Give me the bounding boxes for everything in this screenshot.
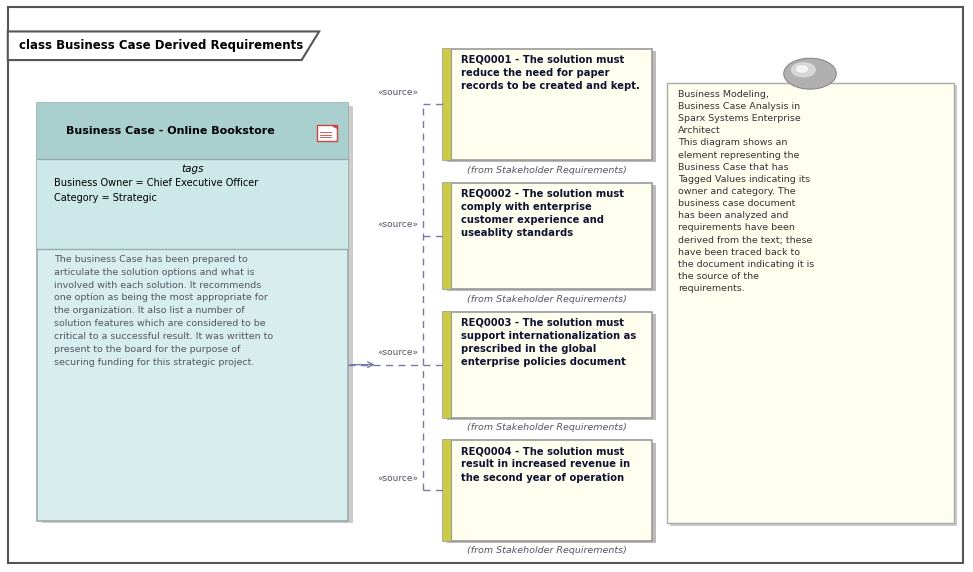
FancyBboxPatch shape (443, 49, 451, 160)
Circle shape (784, 58, 837, 89)
Text: The business Case has been prepared to
articulate the solution options and what : The business Case has been prepared to a… (54, 255, 273, 367)
FancyBboxPatch shape (447, 51, 656, 162)
FancyBboxPatch shape (443, 49, 652, 160)
FancyBboxPatch shape (443, 440, 451, 541)
FancyBboxPatch shape (667, 83, 954, 523)
Text: Business Case - Online Bookstore: Business Case - Online Bookstore (66, 126, 275, 136)
FancyBboxPatch shape (443, 312, 451, 418)
FancyBboxPatch shape (443, 312, 652, 418)
Text: (from Stakeholder Requirements): (from Stakeholder Requirements) (467, 166, 628, 175)
FancyBboxPatch shape (447, 443, 656, 543)
Polygon shape (8, 31, 319, 60)
FancyBboxPatch shape (447, 314, 656, 420)
Text: (from Stakeholder Requirements): (from Stakeholder Requirements) (467, 423, 628, 432)
Text: «source»: «source» (378, 88, 418, 97)
FancyBboxPatch shape (443, 440, 652, 541)
Text: Business Owner = Chief Executive Officer
Category = Strategic: Business Owner = Chief Executive Officer… (54, 178, 259, 203)
Text: REQ0003 - The solution must
support internationalization as
prescribed in the gl: REQ0003 - The solution must support inte… (461, 317, 636, 367)
Text: REQ0004 - The solution must
result in increased revenue in
the second year of op: REQ0004 - The solution must result in in… (461, 446, 631, 483)
FancyBboxPatch shape (37, 160, 348, 249)
Text: (from Stakeholder Requirements): (from Stakeholder Requirements) (467, 546, 628, 555)
Text: Business Modeling,
Business Case Analysis in
Sparx Systems Enterprise
Architect
: Business Modeling, Business Case Analysi… (678, 90, 814, 293)
FancyBboxPatch shape (443, 183, 451, 289)
Text: tags: tags (181, 164, 204, 174)
FancyBboxPatch shape (317, 125, 337, 141)
FancyBboxPatch shape (37, 103, 348, 521)
FancyBboxPatch shape (42, 106, 353, 523)
Text: «source»: «source» (378, 474, 418, 483)
Circle shape (797, 66, 808, 72)
Text: «source»: «source» (378, 220, 418, 228)
Polygon shape (330, 125, 337, 129)
FancyBboxPatch shape (670, 85, 957, 526)
FancyBboxPatch shape (37, 103, 348, 160)
FancyBboxPatch shape (447, 185, 656, 291)
Text: class Business Case Derived Requirements: class Business Case Derived Requirements (19, 39, 304, 52)
Text: «source»: «source» (378, 348, 418, 357)
Text: REQ0001 - The solution must
reduce the need for paper
records to be created and : REQ0001 - The solution must reduce the n… (461, 54, 640, 91)
Circle shape (792, 63, 815, 77)
FancyBboxPatch shape (443, 183, 652, 289)
Text: (from Stakeholder Requirements): (from Stakeholder Requirements) (467, 295, 628, 304)
FancyBboxPatch shape (8, 7, 963, 563)
Text: REQ0002 - The solution must
comply with enterprise
customer experience and
useab: REQ0002 - The solution must comply with … (461, 189, 625, 239)
